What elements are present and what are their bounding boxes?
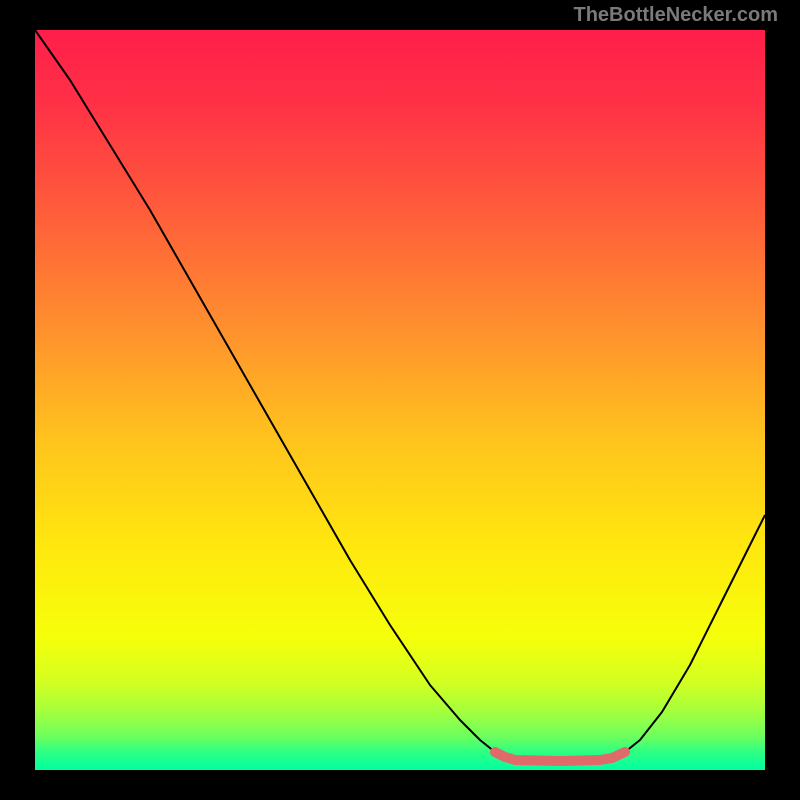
watermark-text: TheBottleNecker.com bbox=[573, 4, 778, 27]
bottleneck-curve bbox=[35, 30, 765, 761]
chart-container: TheBottleNecker.com bbox=[0, 0, 800, 800]
pink-band bbox=[495, 752, 625, 761]
curve-layer bbox=[0, 0, 800, 800]
